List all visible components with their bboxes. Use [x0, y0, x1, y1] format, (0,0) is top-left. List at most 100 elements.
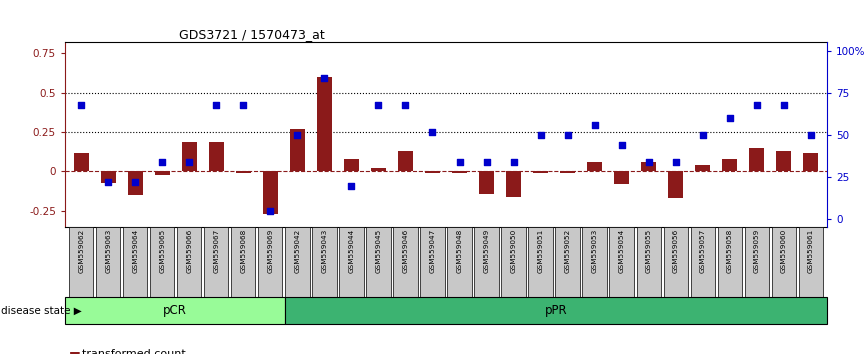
Bar: [398, 151, 413, 171]
Bar: [749, 148, 764, 171]
Bar: [610, 227, 634, 297]
Bar: [263, 171, 278, 214]
Bar: [637, 227, 661, 297]
Text: GSM559066: GSM559066: [186, 229, 192, 273]
Bar: [96, 227, 120, 297]
Point: [560, 132, 574, 138]
Point: [750, 102, 764, 108]
Bar: [366, 227, 391, 297]
Point: [155, 159, 169, 165]
Bar: [798, 227, 823, 297]
Point: [480, 159, 494, 165]
Bar: [501, 227, 526, 297]
Point: [345, 183, 359, 189]
Point: [263, 208, 277, 214]
Text: GSM559061: GSM559061: [808, 229, 814, 273]
Bar: [285, 297, 827, 324]
Point: [615, 142, 629, 148]
Text: GSM559045: GSM559045: [376, 229, 381, 273]
Bar: [776, 151, 792, 171]
Bar: [393, 227, 417, 297]
Text: GSM559056: GSM559056: [673, 229, 679, 273]
Bar: [583, 227, 607, 297]
Point: [669, 159, 682, 165]
Bar: [258, 227, 282, 297]
Text: GSM559051: GSM559051: [538, 229, 544, 273]
Bar: [420, 227, 444, 297]
Text: GSM559046: GSM559046: [403, 229, 409, 273]
Bar: [178, 227, 202, 297]
Bar: [560, 171, 575, 173]
Bar: [475, 227, 499, 297]
Bar: [236, 171, 251, 173]
Point: [128, 179, 142, 185]
Text: GSM559059: GSM559059: [753, 229, 759, 273]
Bar: [690, 227, 714, 297]
Bar: [69, 227, 94, 297]
Text: GSM559055: GSM559055: [646, 229, 652, 273]
Text: GSM559053: GSM559053: [591, 229, 598, 273]
Bar: [528, 227, 553, 297]
Text: GSM559068: GSM559068: [240, 229, 246, 273]
Text: GSM559058: GSM559058: [727, 229, 733, 273]
Text: GSM559047: GSM559047: [430, 229, 436, 273]
Text: pCR: pCR: [163, 304, 187, 317]
Bar: [745, 227, 769, 297]
Bar: [74, 153, 88, 171]
Text: GSM559063: GSM559063: [105, 229, 111, 273]
Bar: [479, 171, 494, 194]
Point: [236, 102, 250, 108]
Bar: [313, 227, 337, 297]
Point: [372, 102, 385, 108]
Text: GSM559042: GSM559042: [294, 229, 301, 273]
Bar: [695, 165, 710, 171]
Bar: [555, 227, 579, 297]
Bar: [182, 142, 197, 171]
Bar: [65, 297, 285, 324]
Point: [533, 132, 547, 138]
Point: [777, 102, 791, 108]
Point: [398, 102, 412, 108]
Bar: [718, 227, 742, 297]
Text: ■: ■: [69, 349, 81, 354]
Bar: [344, 159, 359, 171]
Point: [588, 122, 602, 128]
Text: GDS3721 / 1570473_at: GDS3721 / 1570473_at: [179, 28, 325, 41]
Point: [642, 159, 656, 165]
Point: [183, 159, 197, 165]
Bar: [587, 162, 602, 171]
Point: [101, 179, 115, 185]
Bar: [209, 142, 223, 171]
Bar: [663, 227, 688, 297]
Bar: [155, 171, 170, 175]
Text: transformed count: transformed count: [82, 349, 186, 354]
Text: GSM559048: GSM559048: [456, 229, 462, 273]
Point: [723, 115, 737, 121]
Text: GSM559054: GSM559054: [618, 229, 624, 273]
Bar: [641, 162, 656, 171]
Text: GSM559043: GSM559043: [321, 229, 327, 273]
Bar: [285, 227, 309, 297]
Point: [318, 75, 332, 81]
Bar: [425, 171, 440, 173]
Text: GSM559067: GSM559067: [213, 229, 219, 273]
Text: GSM559060: GSM559060: [781, 229, 787, 273]
Bar: [772, 227, 796, 297]
Text: GSM559049: GSM559049: [483, 229, 489, 273]
Bar: [123, 227, 147, 297]
Bar: [669, 171, 683, 198]
Text: GSM559050: GSM559050: [511, 229, 516, 273]
Text: GSM559044: GSM559044: [348, 229, 354, 273]
Text: GSM559064: GSM559064: [132, 229, 139, 273]
Text: GSM559052: GSM559052: [565, 229, 571, 273]
Point: [507, 159, 520, 165]
Point: [74, 102, 88, 108]
Point: [453, 159, 467, 165]
Bar: [290, 129, 305, 171]
Text: GSM559069: GSM559069: [268, 229, 274, 273]
Bar: [506, 171, 521, 197]
Bar: [533, 171, 548, 173]
Bar: [448, 227, 472, 297]
Bar: [371, 169, 386, 171]
Bar: [317, 77, 332, 171]
